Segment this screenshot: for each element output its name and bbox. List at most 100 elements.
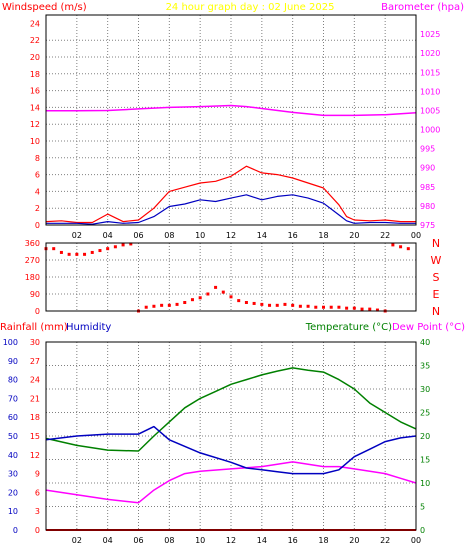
hour-tick-label: 04 xyxy=(103,231,113,240)
compass-label: E xyxy=(433,288,440,301)
hour-tick-label: 12 xyxy=(226,231,236,240)
hour-tick-label: 06 xyxy=(133,536,143,545)
wind-panel-frame xyxy=(45,14,417,226)
rainfall-tick-label: 12 xyxy=(30,451,40,460)
direction-point xyxy=(345,306,349,310)
chart-title: 24 hour graph day : 02 June 2025 xyxy=(166,2,335,13)
humidity-tick-label: 70 xyxy=(8,394,18,403)
hour-tick-label: 22 xyxy=(380,231,390,240)
rainfall-tick-label: 30 xyxy=(30,338,40,347)
rainfall-tick-label: 15 xyxy=(30,432,40,441)
barometer-tick-label: 1025 xyxy=(420,30,440,39)
direction-point xyxy=(106,247,110,251)
hour-tick-label: 02 xyxy=(72,231,82,240)
barometer-line xyxy=(46,104,417,117)
direction-point xyxy=(368,307,372,311)
lower-hour-tick-labels: 02 04 06 08 10 12 14 16 18 20 22 00 xyxy=(72,536,421,545)
direction-point xyxy=(298,304,302,308)
barometer-axis-title: Barometer (hpa) xyxy=(381,2,464,13)
direction-point xyxy=(337,305,341,309)
rainfall-axis-title: Rainfall (mm) xyxy=(0,322,68,333)
windspeed-axis-title: Windspeed (m/s) xyxy=(2,2,87,13)
compass-label: S xyxy=(433,271,440,284)
windspeed-tick-label: 14 xyxy=(30,103,40,112)
windspeed-tick-label: 24 xyxy=(30,19,40,28)
hour-tick-label: 14 xyxy=(257,231,267,240)
wind-grid xyxy=(46,15,416,225)
windspeed-tick-label: 4 xyxy=(35,187,40,196)
barometer-tick-label: 990 xyxy=(420,164,435,173)
windspeed-tick-label: 0 xyxy=(35,221,40,230)
wind-series xyxy=(45,104,417,225)
dew-point-axis-title: Dew Point (°C) xyxy=(392,322,465,333)
direction-point xyxy=(237,299,241,303)
direction-point xyxy=(67,252,71,256)
humidity-tick-label: 80 xyxy=(8,376,18,385)
direction-point xyxy=(113,245,117,249)
temperature-tick-label: 5 xyxy=(420,503,425,512)
temperature-tick-label: 0 xyxy=(420,526,425,535)
direction-point xyxy=(244,301,248,304)
windspeed-tick-label: 2 xyxy=(35,204,40,213)
temperature-tick-label: 25 xyxy=(420,409,430,418)
hour-tick-label: 14 xyxy=(257,536,267,545)
lower-panel-frame xyxy=(45,341,417,531)
humidity-tick-label: 100 xyxy=(3,338,18,347)
hour-tick-label: 08 xyxy=(164,231,174,240)
direction-point xyxy=(75,252,79,256)
direction-point xyxy=(98,249,102,253)
windspeed-tick-label: 12 xyxy=(30,120,40,129)
hour-tick-label: 04 xyxy=(103,536,113,545)
direction-point xyxy=(322,305,325,309)
hour-tick-label: 16 xyxy=(288,536,298,545)
direction-point xyxy=(183,301,187,304)
direction-degree-tick-label: 270 xyxy=(25,256,40,265)
direction-point xyxy=(314,305,318,309)
humidity-tick-label: 20 xyxy=(8,488,18,497)
direction-degree-tick-label: 180 xyxy=(25,273,40,282)
direction-degree-tick-label: 90 xyxy=(30,290,40,299)
windspeed-tick-label: 6 xyxy=(35,171,40,180)
rainfall-tick-label: 3 xyxy=(35,507,40,516)
windspeed-tick-label: 10 xyxy=(30,137,40,146)
direction-point xyxy=(129,242,133,246)
direction-point xyxy=(406,247,410,251)
direction-point xyxy=(198,296,202,300)
direction-point xyxy=(291,303,295,307)
direction-degree-tick-labels: 0 90 180 270 360 xyxy=(25,239,40,316)
compass-label: W xyxy=(431,254,442,267)
direction-point xyxy=(52,247,56,251)
direction-point xyxy=(121,243,125,247)
hour-tick-label: 06 xyxy=(133,231,143,240)
rainfall-tick-label: 18 xyxy=(30,413,40,422)
temperature-tick-label: 20 xyxy=(420,432,430,441)
temperature-tick-label: 30 xyxy=(420,385,430,394)
temperature-tick-label: 35 xyxy=(420,362,430,371)
barometer-tick-label: 1015 xyxy=(420,68,440,77)
barometer-tick-label: 980 xyxy=(420,202,435,211)
barometer-tick-label: 995 xyxy=(420,145,435,154)
temperature-tick-labels: 0 5 10 15 20 25 30 35 40 xyxy=(420,338,430,535)
rainfall-tick-label: 9 xyxy=(35,470,40,479)
hour-tick-label: 10 xyxy=(195,231,205,240)
humidity-line xyxy=(45,425,417,475)
direction-point xyxy=(252,301,256,305)
hour-tick-label: 18 xyxy=(318,536,328,545)
hour-tick-label: 00 xyxy=(411,536,421,545)
direction-point xyxy=(306,304,310,308)
barometer-tick-label: 1005 xyxy=(420,106,440,115)
direction-point xyxy=(167,303,171,307)
windspeed-line xyxy=(46,194,416,225)
direction-point xyxy=(283,302,287,306)
rainfall-tick-label: 27 xyxy=(30,357,40,366)
hour-tick-label: 18 xyxy=(318,231,328,240)
temperature-tick-label: 15 xyxy=(420,456,430,465)
direction-point xyxy=(391,243,395,247)
hour-tick-label: 20 xyxy=(349,536,359,545)
humidity-tick-label: 50 xyxy=(8,432,18,441)
direction-point xyxy=(268,303,272,307)
direction-point xyxy=(329,305,333,309)
hour-tick-label: 12 xyxy=(226,536,236,545)
